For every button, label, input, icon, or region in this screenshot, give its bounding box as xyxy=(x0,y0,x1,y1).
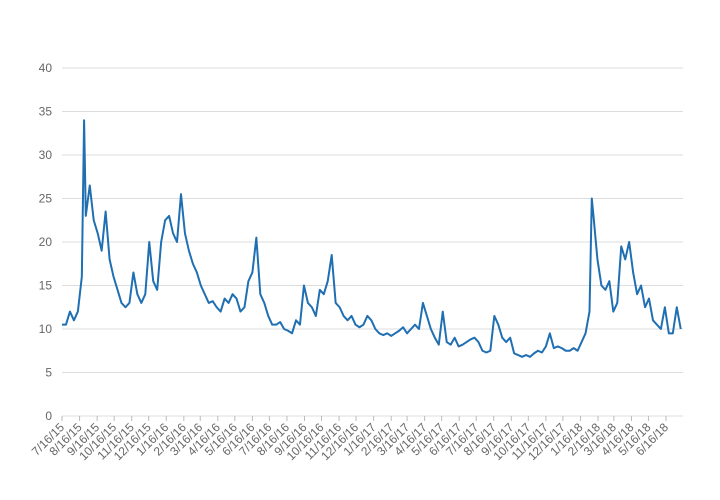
y-tick-label: 35 xyxy=(39,105,53,119)
y-tick-label: 10 xyxy=(39,322,53,336)
y-tick-label: 20 xyxy=(39,235,53,249)
y-tick-label: 5 xyxy=(45,366,52,380)
y-tick-label: 0 xyxy=(45,409,52,423)
line xyxy=(62,119,682,358)
y-tick-label: 40 xyxy=(39,61,53,75)
y-tick-label: 25 xyxy=(39,192,53,206)
y-tick-label: 30 xyxy=(39,148,53,162)
y-tick-label: 15 xyxy=(39,279,53,293)
